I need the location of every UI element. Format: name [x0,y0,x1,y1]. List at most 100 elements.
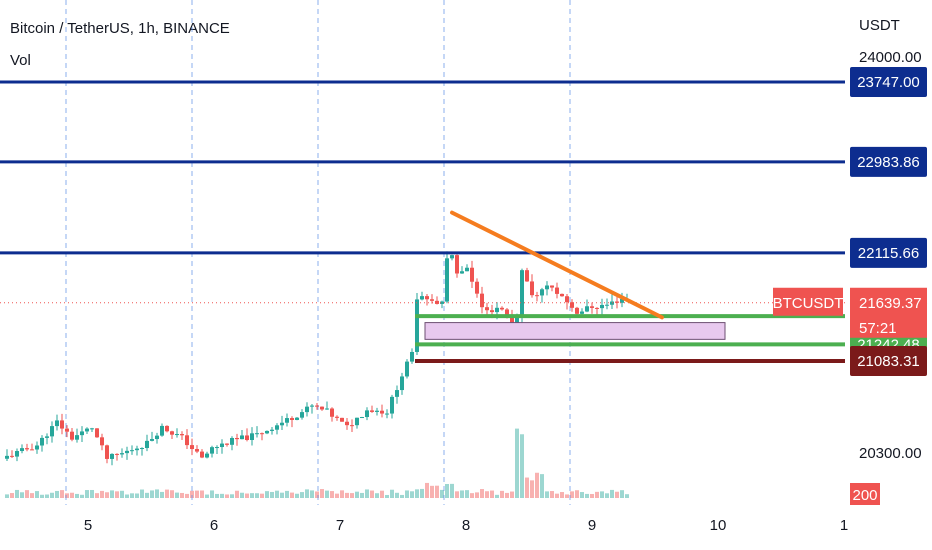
volume-bar [545,491,549,498]
volume-bar [570,491,574,498]
volume-bar [335,493,339,498]
candle-body [155,435,159,440]
volume-bar [70,492,74,498]
volume-bar [340,490,344,498]
volume-bar [65,493,69,498]
volume-bar [575,490,579,498]
volume-bar [620,490,624,498]
candle-body [475,281,479,294]
volume-bar [370,490,374,498]
volume-bar [530,480,534,498]
volume-bar [270,491,274,498]
volume-bar [190,490,194,498]
volume-bar [460,490,464,498]
volume-bar [135,493,139,498]
volume-bar [110,490,114,498]
candle-body [100,437,104,446]
volume-bar [455,491,459,498]
candle-body [245,435,249,441]
candle-body [240,435,244,440]
volume-bar [445,483,449,498]
volume-bar [515,428,519,498]
candle-body [225,443,229,445]
volume-bar [360,492,364,498]
volume-bar [380,490,384,498]
candle-body [280,422,284,426]
candle-body [575,307,579,314]
candle-body [345,421,349,426]
volume-bar [375,493,379,498]
volume-bar [310,490,314,498]
candle-body [35,445,39,450]
candle-body [595,307,599,309]
candle-body [65,428,69,432]
volume-bar [605,493,609,498]
time-axis-tick: 7 [336,517,344,534]
candle-body [350,425,354,427]
candle-body [160,425,164,436]
candle-body [110,453,114,459]
volume-bar [525,477,529,498]
volume-bar [225,494,229,498]
volume-bar [485,491,489,498]
symbol-tag [773,287,843,316]
volume-bar [590,493,594,498]
candle-body [25,448,29,450]
candle-body [335,416,339,418]
candle-body [465,267,469,272]
volume-bar [145,492,149,498]
volume-bar [565,494,569,498]
volume-bar [330,491,334,498]
volume-bar [520,434,524,498]
volume-bar [160,491,164,498]
candle-body [140,448,144,450]
volume-bar [250,493,254,498]
volume-bar [290,492,294,498]
volume-bar [585,493,589,498]
candle-body [445,258,449,302]
volume-bar [215,493,219,498]
support-zone-rectangle[interactable] [424,322,726,340]
candle-body [340,417,344,422]
candle-body [115,453,119,455]
candle-body [105,445,109,459]
price-axis-currency: USDT [859,17,900,34]
volume-bar [560,492,564,498]
volume-bar [305,489,309,498]
candle-body [235,437,239,440]
volume-bar [35,491,39,498]
candle-body [405,361,409,377]
candle-body [275,425,279,430]
candle-body [325,408,329,410]
volume-bar [625,494,629,498]
candle-body [310,405,314,407]
candle-body [530,281,534,296]
candle-body [215,447,219,449]
candle-body [290,418,294,420]
volume-bar [350,493,354,498]
candle-body [545,285,549,290]
candle-body [505,309,509,316]
volume-bar [415,489,419,498]
candle-body [295,417,299,420]
volume-bar [490,490,494,498]
volume-bar [430,485,434,498]
candle-body [10,455,14,457]
candle-body [555,287,559,294]
volume-bars [5,428,629,498]
candle-body [360,417,364,419]
last-price-text: 21639.37 [859,295,922,312]
volume-indicator-label[interactable]: Vol [10,52,31,69]
descending-trendline[interactable] [450,210,664,320]
time-axis: 5 6 7 8 9 10 1 [0,505,932,550]
horizontal-levels [0,80,845,363]
candle-body [20,448,24,452]
candle-body [180,434,184,436]
volume-tag-text: 200 [852,487,877,504]
candle-body [130,450,134,452]
volume-bar [510,491,514,498]
time-axis-tick: 8 [462,517,470,534]
volume-bar [465,490,469,498]
candle-body [200,451,204,458]
